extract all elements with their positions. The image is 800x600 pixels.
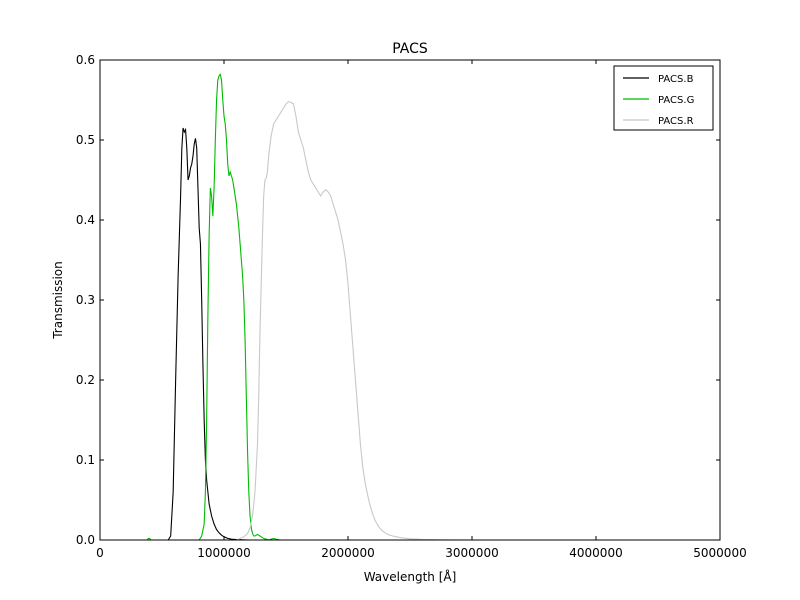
- y-tick-label: 0.0: [76, 533, 95, 547]
- x-tick-label: 4000000: [569, 546, 622, 560]
- y-tick-label: 0.6: [76, 53, 95, 67]
- legend: PACS.B PACS.G PACS.R: [613, 65, 714, 131]
- series-line-pacs-r: [100, 100, 720, 541]
- series-line-pacs-b: [100, 127, 720, 541]
- x-axis-title: Wavelength [Å]: [364, 569, 457, 584]
- y-tick-label: 0.4: [76, 213, 95, 227]
- y-tick-label: 0.2: [76, 373, 95, 387]
- y-tick-label: 0.5: [76, 133, 95, 147]
- series-layer: [100, 73, 720, 541]
- x-tick-label: 5000000: [693, 546, 746, 560]
- x-tick-label: 1000000: [197, 546, 250, 560]
- legend-box: [613, 65, 714, 131]
- legend-label: PACS.B: [658, 74, 694, 85]
- x-tick-label: 3000000: [445, 546, 498, 560]
- chart-title: PACS: [392, 41, 428, 57]
- ticks-layer: 0 1000000 2000000 3000000 4000000 5000000 0.0 0…: [76, 53, 747, 560]
- series-line-pacs-g: [100, 73, 720, 541]
- legend-label: PACS.G: [658, 95, 694, 106]
- legend-label: PACS.R: [658, 116, 694, 127]
- y-tick-label: 0.1: [76, 453, 95, 467]
- y-axis-title: Transmission: [51, 261, 65, 340]
- x-tick-label: 0: [96, 546, 104, 560]
- x-tick-label: 2000000: [321, 546, 374, 560]
- y-tick-label: 0.3: [76, 293, 95, 307]
